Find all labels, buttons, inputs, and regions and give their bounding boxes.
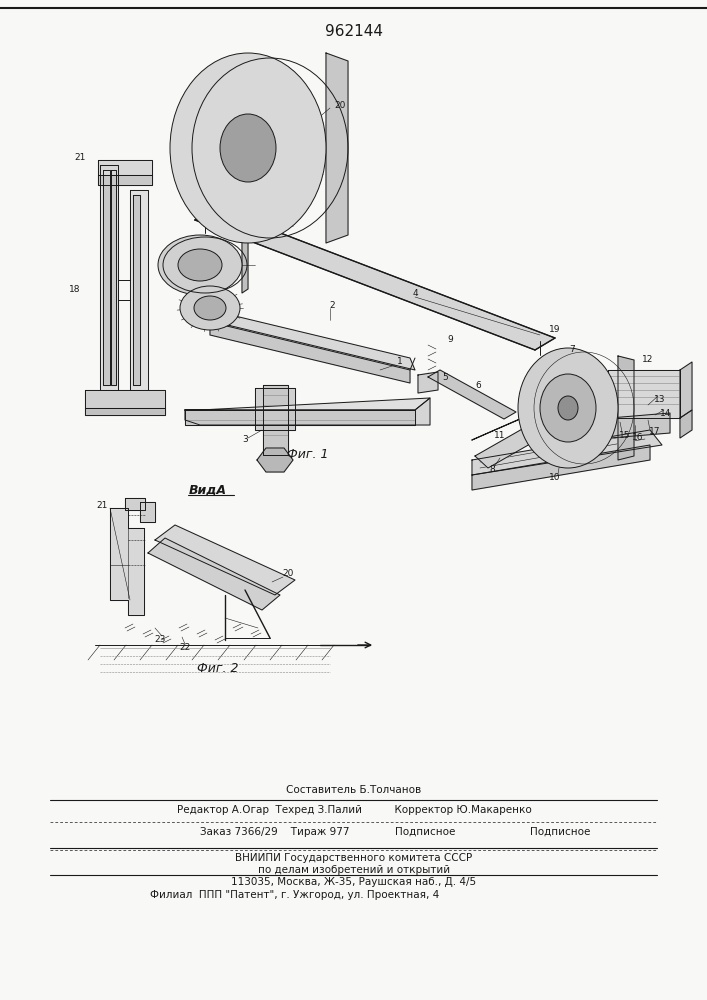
Polygon shape — [472, 408, 545, 440]
Polygon shape — [610, 413, 670, 438]
Text: 3: 3 — [242, 436, 248, 444]
Text: ВНИИПИ Государственного комитета СССР: ВНИИПИ Государственного комитета СССР — [235, 853, 472, 863]
Polygon shape — [85, 390, 165, 408]
Text: 7: 7 — [569, 346, 575, 355]
Polygon shape — [111, 170, 116, 385]
Polygon shape — [133, 195, 140, 385]
Polygon shape — [680, 410, 692, 438]
Text: 15: 15 — [619, 430, 631, 440]
Text: 9: 9 — [447, 336, 453, 344]
Polygon shape — [155, 525, 295, 595]
Text: 8: 8 — [489, 466, 495, 475]
Polygon shape — [130, 190, 148, 390]
Polygon shape — [125, 498, 145, 510]
Ellipse shape — [194, 296, 226, 320]
Text: 11: 11 — [494, 432, 506, 440]
Text: 23: 23 — [154, 636, 165, 645]
Polygon shape — [185, 398, 430, 425]
Polygon shape — [472, 445, 650, 490]
Text: 17: 17 — [649, 428, 661, 436]
Polygon shape — [263, 385, 288, 455]
Polygon shape — [100, 165, 118, 390]
Ellipse shape — [180, 286, 240, 330]
Polygon shape — [255, 388, 295, 430]
Polygon shape — [185, 410, 415, 425]
Ellipse shape — [518, 348, 618, 468]
Text: 18: 18 — [69, 286, 81, 294]
Polygon shape — [210, 310, 415, 370]
Polygon shape — [242, 237, 248, 293]
Text: Филиал  ППП "Патент", г. Ужгород, ул. Проектная, 4: Филиал ППП "Патент", г. Ужгород, ул. Про… — [150, 890, 439, 900]
Text: 13: 13 — [654, 395, 666, 404]
Text: 1: 1 — [397, 358, 403, 366]
Polygon shape — [110, 508, 144, 615]
Text: Подписное: Подписное — [530, 827, 590, 837]
Text: 4: 4 — [412, 288, 418, 298]
Polygon shape — [472, 430, 662, 475]
Ellipse shape — [178, 249, 222, 281]
Polygon shape — [618, 356, 634, 460]
Polygon shape — [475, 416, 558, 468]
Polygon shape — [98, 175, 152, 185]
Polygon shape — [195, 208, 555, 350]
Text: 22: 22 — [180, 644, 191, 652]
Text: ВидА: ВидА — [189, 484, 227, 496]
Text: Редактор А.Огар  Техред З.Палий          Корректор Ю.Макаренко: Редактор А.Огар Техред З.Палий Корректор… — [177, 805, 532, 815]
Text: 21: 21 — [96, 500, 107, 510]
Text: 6: 6 — [475, 380, 481, 389]
Polygon shape — [148, 538, 280, 610]
Text: Составитель Б.Толчанов: Составитель Б.Толчанов — [286, 785, 421, 795]
Polygon shape — [608, 370, 680, 418]
Text: 16: 16 — [632, 434, 644, 442]
Text: Заказ 7366/29    Тираж 977              Подписное: Заказ 7366/29 Тираж 977 Подписное — [200, 827, 455, 837]
Text: 113035, Москва, Ж-35, Раушская наб., Д. 4/5: 113035, Москва, Ж-35, Раушская наб., Д. … — [231, 877, 477, 887]
Ellipse shape — [158, 235, 242, 295]
Ellipse shape — [220, 114, 276, 182]
Text: по делам изобретений и открытий: по делам изобретений и открытий — [258, 865, 450, 875]
Text: 962144: 962144 — [325, 24, 383, 39]
Text: Фиг. 2: Фиг. 2 — [197, 662, 239, 674]
Polygon shape — [185, 398, 430, 410]
Polygon shape — [418, 372, 438, 393]
Polygon shape — [140, 502, 155, 522]
Text: 19: 19 — [549, 326, 561, 334]
Polygon shape — [326, 53, 348, 243]
Ellipse shape — [170, 53, 326, 243]
Text: 20: 20 — [282, 570, 293, 578]
Polygon shape — [98, 160, 152, 175]
Text: Фиг. 1: Фиг. 1 — [287, 448, 329, 462]
Polygon shape — [85, 408, 165, 415]
Text: 10: 10 — [549, 474, 561, 483]
Text: 12: 12 — [643, 356, 654, 364]
Polygon shape — [210, 322, 410, 383]
Text: 14: 14 — [660, 410, 672, 418]
Ellipse shape — [558, 396, 578, 420]
Polygon shape — [428, 370, 516, 419]
Text: 21: 21 — [74, 153, 86, 162]
Text: 2: 2 — [329, 300, 335, 310]
Text: 5: 5 — [442, 373, 448, 382]
Ellipse shape — [540, 374, 596, 442]
Polygon shape — [103, 170, 110, 385]
Polygon shape — [257, 448, 293, 472]
Text: 20: 20 — [334, 101, 346, 109]
Polygon shape — [680, 362, 692, 418]
